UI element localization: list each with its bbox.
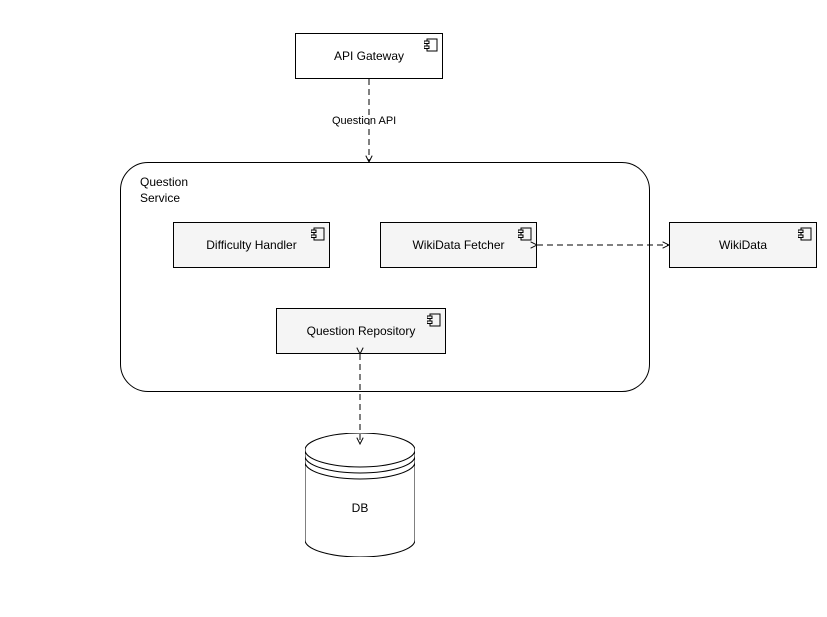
component-icon [427,313,441,327]
db-cylinder: DB [305,433,415,557]
question-service-label: Question Service [140,175,188,206]
wikidata-label: WikiData [719,238,767,252]
db-label: DB [305,501,415,515]
wikidata-fetcher-label: WikiData Fetcher [412,238,504,252]
component-icon [424,38,438,52]
component-icon [311,227,325,241]
question-service-container [120,162,650,392]
difficulty-handler-component: Difficulty Handler [173,222,330,268]
component-icon [518,227,532,241]
database-icon [305,433,415,557]
wikidata-fetcher-component: WikiData Fetcher [380,222,537,268]
question-repository-label: Question Repository [307,324,416,338]
api-gateway-label: API Gateway [334,49,404,63]
question-repository-component: Question Repository [276,308,446,354]
wikidata-component: WikiData [669,222,817,268]
api-gateway-component: API Gateway [295,33,443,79]
edge-label-question-api: Question API [332,115,396,127]
component-icon [798,227,812,241]
difficulty-handler-label: Difficulty Handler [206,238,296,252]
